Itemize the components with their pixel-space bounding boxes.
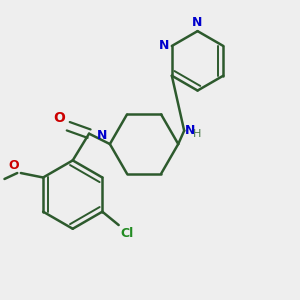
Text: H: H bbox=[193, 129, 201, 139]
Text: O: O bbox=[9, 159, 19, 172]
Text: N: N bbox=[97, 129, 107, 142]
Text: N: N bbox=[158, 40, 169, 52]
Text: N: N bbox=[185, 124, 195, 137]
Text: N: N bbox=[192, 16, 203, 29]
Text: O: O bbox=[53, 111, 65, 125]
Text: Cl: Cl bbox=[120, 226, 134, 239]
